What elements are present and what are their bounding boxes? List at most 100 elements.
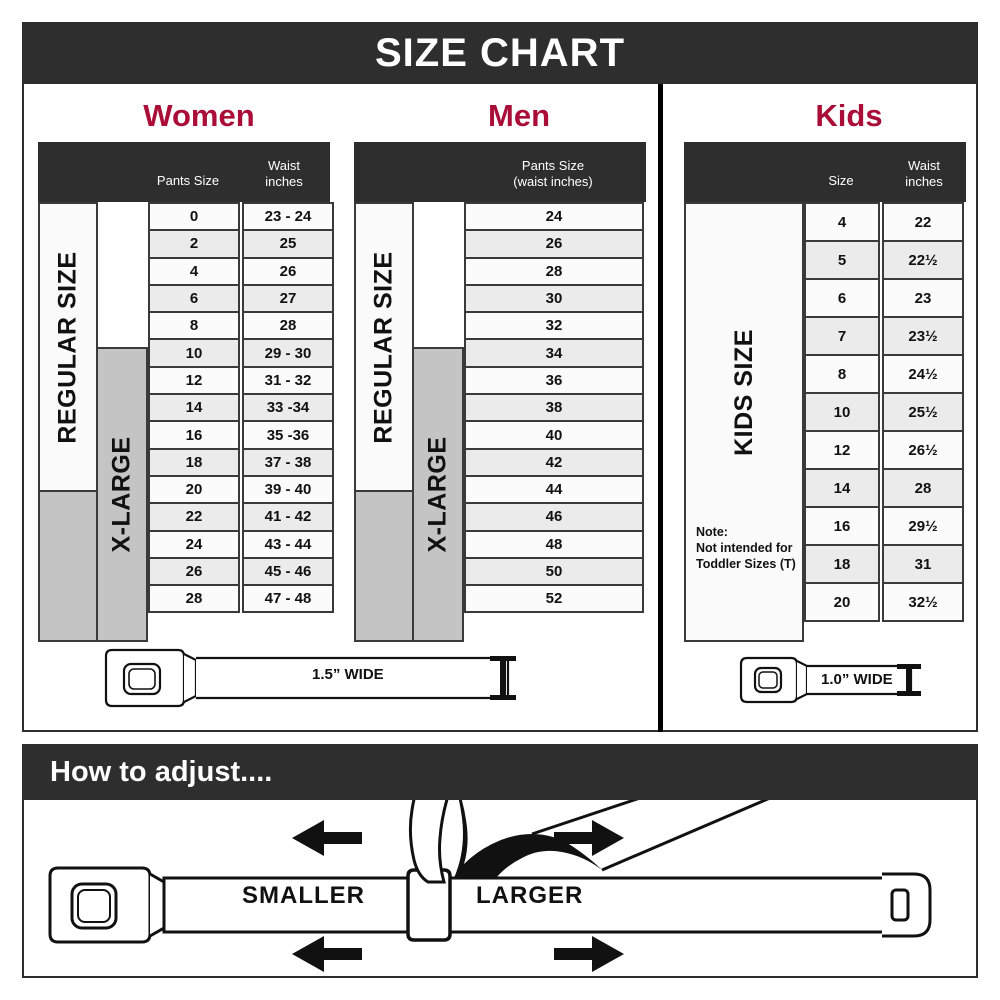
men-cell-pants-size: 42 [464, 447, 644, 477]
table-row: 0 23 - 24 [148, 202, 334, 232]
kids-cell-waist: 29½ [882, 506, 964, 546]
women-cell-waist: 43 - 44 [242, 529, 334, 559]
kids-note-line-2: Not intended for [696, 541, 793, 555]
section-heading-women: Women [143, 98, 255, 133]
women-cell-waist: 29 - 30 [242, 338, 334, 368]
panel-divider [658, 84, 663, 732]
men-cell-pants-size: 52 [464, 584, 644, 614]
adjust-larger-label: LARGER [476, 882, 584, 909]
men-cell-pants-size: 34 [464, 338, 644, 368]
men-cell-pants-size: 36 [464, 365, 644, 396]
kids-cell-size: 18 [804, 544, 880, 584]
table-row: 20 39 - 40 [148, 474, 334, 505]
adjust-slider-loop [406, 868, 452, 942]
men-cell-pants-size: 46 [464, 502, 644, 532]
women-band-xlarge: X-LARGE [96, 347, 148, 642]
table-row: 12 26½ [804, 430, 964, 470]
table-row: 6 23 [804, 278, 964, 318]
belt-diagram-wide: 1.5” WIDE [104, 644, 544, 712]
table-row: 30 [464, 283, 644, 314]
kids-cell-waist: 28 [882, 468, 964, 508]
table-row: 14 33 -34 [148, 393, 334, 423]
men-band-xlarge: X-LARGE [412, 347, 464, 642]
women-cell-waist: 37 - 38 [242, 447, 334, 477]
men-col-header-line1: Pants Size [521, 158, 585, 173]
women-cell-waist: 31 - 32 [242, 365, 334, 396]
men-cell-pants-size: 32 [464, 311, 644, 341]
size-tables-panel: Women Men Kids Pants Size Waist inches X… [22, 84, 978, 732]
section-heading-kids: Kids [815, 98, 883, 133]
women-cell-pants-size: 10 [148, 338, 240, 368]
table-row: 5 22½ [804, 240, 964, 280]
arrow-left-lower [292, 936, 362, 972]
how-to-adjust-bar: How to adjust.... [22, 744, 978, 800]
hand-icon [408, 800, 770, 884]
men-cell-pants-size: 44 [464, 474, 644, 505]
table-row: 7 23½ [804, 316, 964, 356]
kids-cell-size: 4 [804, 202, 880, 242]
kids-cell-size: 16 [804, 506, 880, 546]
kids-cell-size: 5 [804, 240, 880, 280]
table-row: 14 28 [804, 468, 964, 508]
kids-cell-size: 20 [804, 582, 880, 622]
belt-width-label-narrow: 1.0” WIDE [821, 671, 893, 688]
kids-cell-size: 6 [804, 278, 880, 318]
kids-cell-waist: 31 [882, 544, 964, 584]
men-band-xlarge-extension [354, 490, 414, 642]
kids-col-waist-header-line1: Waist [907, 158, 941, 173]
table-row: 36 [464, 365, 644, 396]
belt-diagram-narrow: 1.0” WIDE [739, 652, 939, 708]
men-band-regular-label: REGULAR SIZE [369, 250, 398, 444]
table-row: 8 28 [148, 311, 334, 341]
men-table-header: Pants Size (waist inches) [354, 142, 646, 202]
table-row: 42 [464, 447, 644, 477]
men-cell-pants-size: 50 [464, 556, 644, 587]
table-row: 28 [464, 256, 644, 286]
table-row: 52 [464, 584, 644, 614]
arrow-right-upper [554, 820, 624, 856]
kids-table-rows: 4 22 5 22½ 6 23 7 23½ 8 24½ 10 25½ 12 26½ 14 28 16 29½ 18 3… [804, 202, 964, 622]
women-cell-pants-size: 18 [148, 447, 240, 477]
how-to-adjust-title: How to adjust.... [50, 755, 273, 788]
table-row: 38 [464, 393, 644, 423]
table-row: 4 26 [148, 256, 334, 286]
buckle-inner-window-2 [128, 668, 156, 690]
women-cell-waist: 28 [242, 311, 334, 341]
women-cell-pants-size: 2 [148, 229, 240, 259]
table-row: 12 31 - 32 [148, 365, 334, 396]
arrow-right-lower [554, 936, 624, 972]
women-band-regular: REGULAR SIZE [38, 202, 98, 492]
women-cell-waist: 26 [242, 256, 334, 286]
women-band-regular-label: REGULAR SIZE [53, 250, 82, 444]
belt-width-label-wide: 1.5” WIDE [312, 666, 384, 683]
belt-strap [196, 656, 510, 700]
adjust-buckle-window-inner [77, 889, 111, 923]
women-col-waist-header-line2: inches [265, 174, 303, 189]
table-row: 32 [464, 311, 644, 341]
women-size-table: Pants Size Waist inches X-LARGE REGULAR … [38, 142, 334, 642]
men-cell-pants-size: 48 [464, 529, 644, 559]
belt-10-svg [739, 656, 921, 704]
women-cell-waist: 39 - 40 [242, 474, 334, 505]
kids-cell-size: 12 [804, 430, 880, 470]
men-cell-pants-size: 40 [464, 420, 644, 450]
kids-cell-waist: 26½ [882, 430, 964, 470]
women-band-xlarge-label: X-LARGE [107, 436, 136, 553]
dimension-bar-small [906, 664, 912, 696]
women-cell-pants-size: 6 [148, 283, 240, 314]
table-row: 34 [464, 338, 644, 368]
kids-band-label-box: KIDS SIZE [684, 202, 804, 642]
men-cell-pants-size: 30 [464, 283, 644, 314]
kids-cell-size: 8 [804, 354, 880, 394]
men-cell-pants-size: 28 [464, 256, 644, 286]
men-size-table: Pants Size (waist inches) X-LARGE REGULA… [354, 142, 646, 642]
women-cell-pants-size: 22 [148, 502, 240, 532]
buckle-tab-small [796, 660, 809, 700]
section-heading-men: Men [488, 98, 550, 133]
women-cell-pants-size: 8 [148, 311, 240, 341]
women-cell-waist: 35 -36 [242, 420, 334, 450]
kids-col-size-header: Size [828, 173, 854, 188]
kids-cell-waist: 22 [882, 202, 964, 242]
women-cell-waist: 47 - 48 [242, 584, 334, 614]
